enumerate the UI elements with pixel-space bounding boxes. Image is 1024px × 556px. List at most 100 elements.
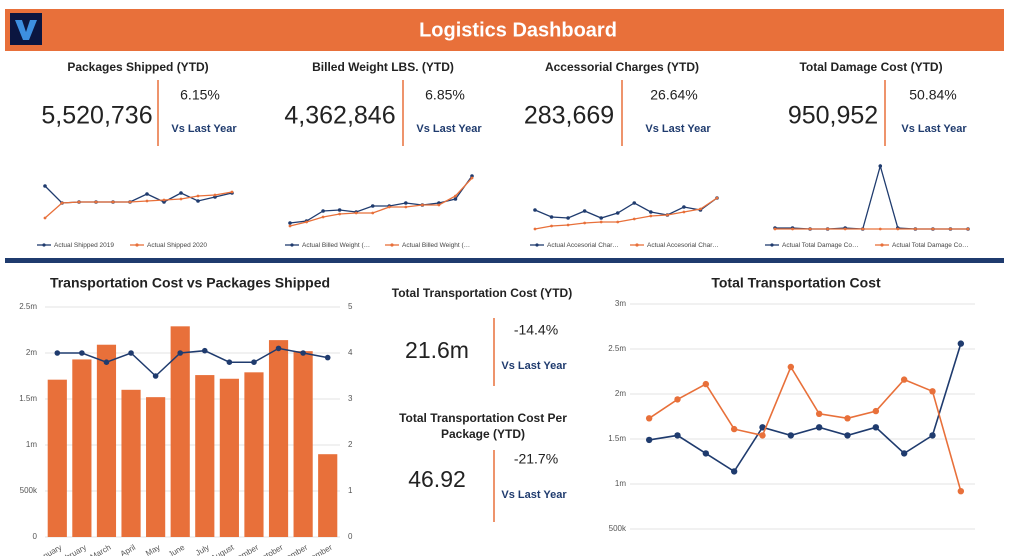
- legend-label: Actual Shipped 2020: [147, 242, 207, 249]
- sparkline-point: [145, 192, 149, 196]
- line-point: [300, 350, 306, 356]
- sparkline-point: [582, 209, 587, 213]
- sparkline-point: [305, 220, 308, 224]
- x-tick-label: January: [34, 543, 63, 556]
- x-tick-label: June: [167, 542, 187, 556]
- bar: [318, 454, 338, 537]
- sparkline-point: [179, 197, 183, 201]
- line-point: [730, 425, 738, 433]
- sparkline-point: [288, 221, 292, 225]
- sparkline-point: [931, 227, 935, 231]
- chart-title: Total Transportation Cost: [711, 275, 881, 291]
- legend-label: Actual Billed Weight (…: [302, 242, 370, 249]
- y-tick-label: 500k: [20, 486, 38, 495]
- sparkline: [44, 191, 233, 219]
- sparkline: [534, 197, 718, 230]
- line-point: [957, 340, 965, 347]
- line-point: [702, 380, 710, 388]
- sparkline-point: [94, 200, 98, 204]
- kpi-change: 26.64%: [650, 87, 697, 103]
- kpi-title: Total Transportation Cost (YTD): [392, 286, 572, 300]
- sparkline-point: [808, 227, 812, 231]
- line-point: [759, 424, 766, 431]
- sparkline-point: [77, 200, 81, 204]
- sparkline-point: [878, 164, 883, 168]
- sparkline-point: [791, 227, 794, 231]
- kpi-title: Packages Shipped (YTD): [67, 60, 208, 74]
- chart-title: Transportation Cost vs Packages Shipped: [50, 275, 330, 291]
- sparkline-point: [896, 227, 900, 231]
- line-point: [872, 407, 880, 415]
- sparkline-point: [404, 205, 408, 209]
- sparkline-point: [111, 200, 115, 204]
- kpi-title: Accessorial Charges (YTD): [545, 60, 699, 74]
- sparkline: [775, 163, 968, 230]
- x-tick-label: October: [255, 543, 284, 556]
- sparkline: [289, 175, 473, 224]
- sparkline-point: [354, 211, 358, 215]
- legend-label: Actual Accesorial Char…: [647, 242, 719, 249]
- y-tick-label: 2.5m: [608, 344, 626, 353]
- kpi-title: Total Transportation Cost Per Package (Y…: [399, 411, 567, 441]
- sparkline-point: [949, 227, 952, 231]
- line-point: [844, 415, 851, 422]
- sparkline-point: [337, 208, 342, 212]
- sparkline-point: [453, 197, 458, 201]
- sparkline-point: [162, 200, 166, 204]
- bar: [170, 326, 190, 537]
- bar: [96, 344, 117, 537]
- kpi-change: 6.15%: [180, 87, 220, 103]
- bar: [146, 397, 166, 537]
- legend-swatch-dot: [290, 243, 294, 247]
- sparkline-point: [321, 215, 325, 219]
- y-tick-label: 2m: [26, 348, 37, 357]
- header-bar: [5, 9, 1004, 51]
- kpi-note: Vs Last Year: [171, 123, 237, 135]
- line-point: [702, 450, 710, 457]
- sparkline-point: [913, 227, 917, 231]
- sparkline-point: [599, 216, 603, 220]
- sparkline-point: [583, 221, 587, 225]
- line-point: [815, 424, 823, 431]
- section-divider: [5, 258, 1004, 263]
- legend-label: Actual Total Damage Co…: [782, 242, 858, 249]
- kpi-value: 5,520,736: [41, 102, 152, 130]
- x-tick-label: April: [119, 543, 138, 556]
- line-point: [128, 350, 134, 356]
- legend-swatch-dot: [535, 243, 539, 247]
- sparkline-point: [196, 199, 200, 203]
- line: [649, 343, 962, 473]
- bar: [47, 379, 67, 537]
- kpi-note: Vs Last Year: [501, 360, 567, 372]
- x-tick-label: March: [89, 543, 113, 556]
- line: [57, 347, 328, 378]
- sparkline-point: [321, 209, 325, 213]
- bar: [293, 351, 313, 537]
- kpi-change: -14.4%: [514, 322, 558, 338]
- line-point: [674, 396, 681, 403]
- y-tick-label: 2.5m: [19, 302, 37, 311]
- sparkline-point: [966, 227, 970, 231]
- kpi-change: -21.7%: [514, 451, 558, 467]
- line-point: [251, 359, 257, 366]
- sparkline: [534, 197, 718, 219]
- line-point: [815, 410, 823, 417]
- legend-swatch-dot: [390, 243, 394, 247]
- sparkline-point: [533, 227, 537, 231]
- sparkline-point: [632, 217, 636, 221]
- bar: [72, 359, 92, 537]
- sparkline-point: [843, 227, 847, 231]
- legend-swatch-dot: [135, 243, 139, 247]
- line-point: [79, 350, 85, 356]
- sparkline-point: [213, 193, 217, 197]
- sparkline-point: [338, 212, 342, 216]
- sparkline: [289, 177, 473, 227]
- y-tick-label: 2m: [615, 389, 626, 398]
- sparkline-point: [699, 207, 702, 211]
- sparkline-point: [649, 210, 653, 214]
- x-tick-label: July: [194, 543, 211, 556]
- logo: [10, 13, 42, 45]
- logo-mark: [15, 20, 37, 40]
